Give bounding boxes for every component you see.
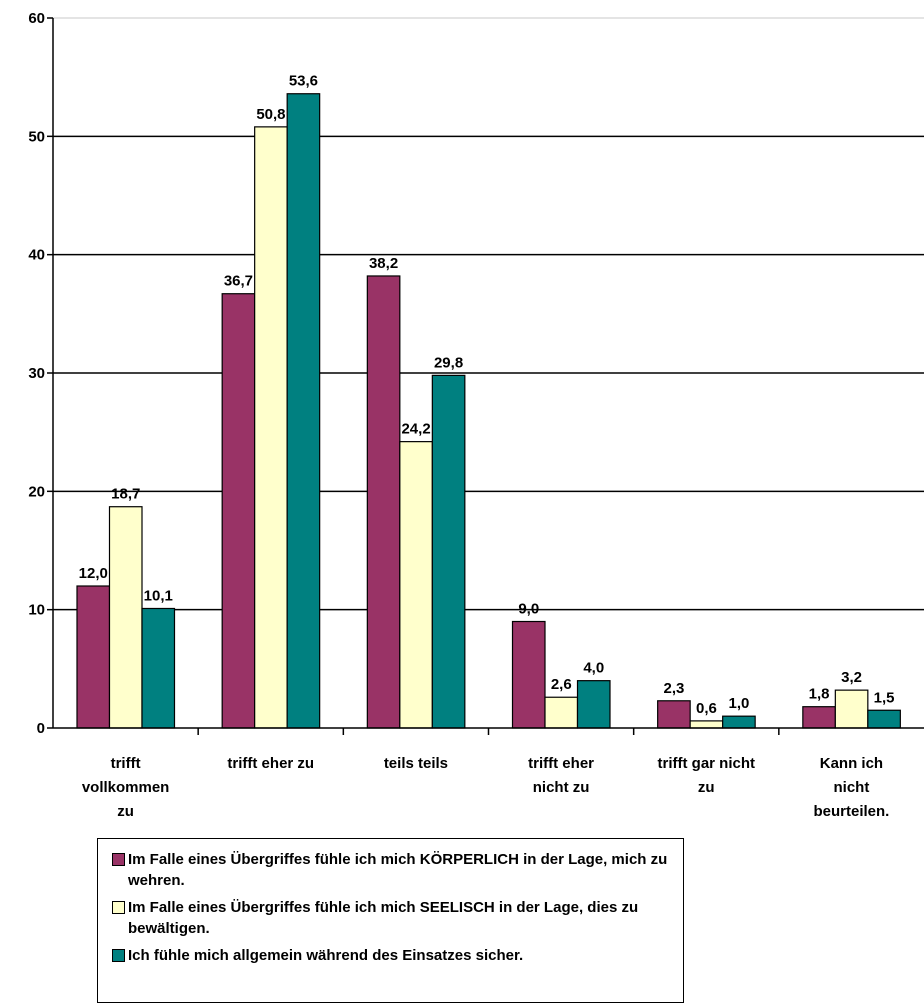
category-label-line: trifft eher zu xyxy=(227,755,314,772)
bars xyxy=(76,93,901,729)
category-label: trifft gar nicht zu xyxy=(658,755,756,796)
bar xyxy=(722,715,756,729)
gridlines xyxy=(53,17,924,611)
category-label-line: teils teils xyxy=(384,755,448,772)
data-label: 0,6 xyxy=(696,700,717,717)
y-tick-label: 0 xyxy=(37,720,45,737)
data-label: 18,7 xyxy=(111,486,140,503)
bar xyxy=(76,585,111,729)
bar xyxy=(867,709,901,729)
data-label: 38,2 xyxy=(369,255,398,272)
legend-swatch xyxy=(112,949,125,962)
category-label-line: beurteilen. xyxy=(813,803,889,820)
legend-label: Ich fühle mich allgemein während des Ein… xyxy=(128,947,524,964)
legend: Im Falle eines Übergriffes fühle ich mic… xyxy=(97,838,684,1003)
bar xyxy=(366,275,401,729)
legend-swatch xyxy=(112,853,125,866)
y-tick-label: 50 xyxy=(28,128,45,145)
data-label: 53,6 xyxy=(289,73,318,90)
category-label-line: vollkommen xyxy=(82,779,170,796)
axes xyxy=(52,18,924,735)
bar xyxy=(221,293,256,729)
data-labels: 12,0 36,7 38,2 9,0 2,3 1,8 18,7 50,8 24,2 2,6 0,6 3… xyxy=(79,73,895,717)
y-tick-label: 40 xyxy=(28,247,45,264)
legend-label: Im Falle eines Übergriffes fühle ich mic… xyxy=(128,851,668,889)
bar xyxy=(576,680,611,729)
category-label: trifft eher nicht zu xyxy=(528,755,594,796)
bar xyxy=(544,696,579,729)
bar xyxy=(689,720,724,729)
y-tick-label: 30 xyxy=(28,365,45,382)
category-label-line: trifft eher xyxy=(528,755,594,772)
category-label-line: zu xyxy=(698,779,715,796)
data-label: 36,7 xyxy=(224,273,253,290)
bar xyxy=(286,93,321,729)
bar xyxy=(108,506,143,729)
bar xyxy=(657,700,691,729)
legend-swatch xyxy=(112,901,125,914)
data-label: 50,8 xyxy=(256,106,285,123)
data-label: 10,1 xyxy=(144,587,173,604)
data-label: 9,0 xyxy=(518,601,539,618)
data-label: 2,3 xyxy=(663,680,684,697)
legend-item-seelisch: Im Falle eines Übergriffes fühle ich mic… xyxy=(112,897,672,939)
category-label-line: trifft gar nicht xyxy=(658,755,756,772)
data-label: 1,8 xyxy=(809,686,830,703)
category-label-line: nicht zu xyxy=(533,779,590,796)
data-label: 1,5 xyxy=(874,689,895,706)
legend-item-sicher: Ich fühle mich allgemein während des Ein… xyxy=(112,945,672,966)
data-label: 12,0 xyxy=(79,565,108,582)
bar xyxy=(254,126,288,729)
bar xyxy=(399,441,433,729)
bar xyxy=(431,374,466,729)
data-label: 3,2 xyxy=(841,669,862,686)
category-label: trifft eher zu xyxy=(227,755,314,772)
data-label: 24,2 xyxy=(401,421,430,438)
category-label-line: zu xyxy=(117,803,134,820)
y-axis-ticks: 0 10 20 30 40 50 60 xyxy=(28,10,53,737)
y-tick-label: 60 xyxy=(28,10,45,27)
category-label-line: Kann ich xyxy=(820,755,883,772)
data-label: 2,6 xyxy=(551,676,572,693)
data-label: 29,8 xyxy=(434,354,463,371)
y-tick-label: 20 xyxy=(28,483,45,500)
category-label: trifft vollkommen zu xyxy=(82,755,170,820)
legend-item-koerperlich: Im Falle eines Übergriffes fühle ich mic… xyxy=(112,849,672,891)
bar xyxy=(141,607,176,729)
data-label: 4,0 xyxy=(583,660,604,677)
category-label: teils teils xyxy=(384,755,448,772)
category-label: Kann ich nicht beurteilen. xyxy=(813,755,889,820)
bar xyxy=(834,689,869,729)
legend-label: Im Falle eines Übergriffes fühle ich mic… xyxy=(128,899,639,937)
bar-chart: 0 10 20 30 40 50 60 12,0 36,7 38,2 9,0 2,3 1,8 18,7 5… xyxy=(28,10,924,820)
bar xyxy=(511,620,546,729)
category-label-line: nicht xyxy=(833,779,869,796)
category-labels: trifft vollkommen zu trifft eher zu teils te… xyxy=(82,755,890,820)
data-label: 1,0 xyxy=(728,695,749,712)
category-label-line: trifft xyxy=(111,755,141,772)
y-tick-label: 10 xyxy=(28,602,45,619)
bar xyxy=(802,706,836,729)
